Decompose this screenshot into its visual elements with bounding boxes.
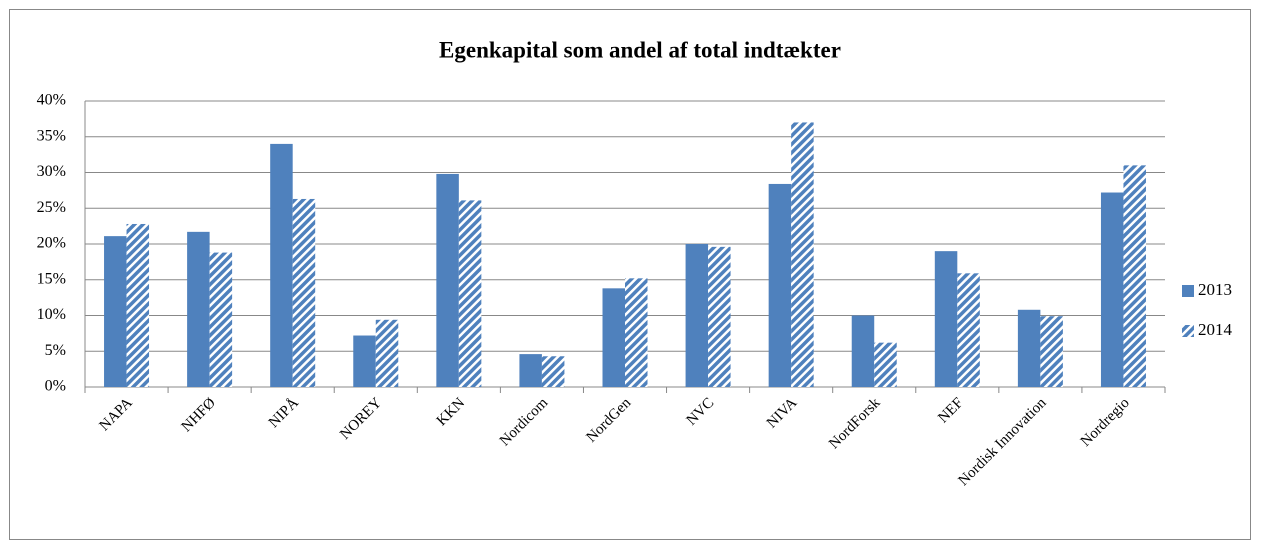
bar bbox=[436, 173, 459, 387]
bar bbox=[625, 278, 648, 387]
legend-label: 2014 bbox=[1198, 320, 1233, 339]
bar bbox=[126, 223, 150, 387]
y-tick-label: 30% bbox=[37, 163, 66, 180]
bar bbox=[768, 183, 792, 387]
bar bbox=[602, 288, 625, 387]
bar bbox=[270, 143, 293, 387]
legend-swatch bbox=[1182, 325, 1194, 337]
bar bbox=[375, 319, 399, 387]
y-tick-label: 40% bbox=[37, 92, 66, 109]
bar bbox=[104, 236, 127, 387]
bar bbox=[957, 273, 980, 387]
bar bbox=[209, 252, 233, 387]
bar bbox=[458, 200, 482, 387]
bar bbox=[541, 356, 565, 387]
legend-swatch bbox=[1182, 285, 1194, 297]
bar bbox=[851, 315, 875, 387]
bar bbox=[519, 354, 542, 387]
bar bbox=[1100, 192, 1124, 387]
bar bbox=[685, 244, 709, 387]
bar bbox=[353, 335, 376, 387]
bar bbox=[791, 122, 814, 387]
bar bbox=[187, 231, 210, 387]
legend-label: 2013 bbox=[1198, 280, 1232, 299]
bar bbox=[874, 342, 897, 387]
bar bbox=[1123, 165, 1146, 387]
y-tick-label: 25% bbox=[37, 199, 66, 216]
y-tick-label: 15% bbox=[37, 270, 66, 287]
bar bbox=[1040, 316, 1063, 387]
y-tick-label: 10% bbox=[37, 306, 66, 323]
y-tick-label: 20% bbox=[37, 235, 66, 252]
chart-title: Egenkapital som andel af total indtækter bbox=[439, 37, 841, 62]
bar bbox=[292, 198, 316, 387]
bar bbox=[1017, 309, 1041, 387]
y-tick-label: 35% bbox=[37, 127, 66, 144]
bar bbox=[934, 251, 958, 387]
bar bbox=[708, 246, 731, 387]
y-tick-label: 0% bbox=[45, 378, 66, 395]
y-tick-label: 5% bbox=[45, 342, 66, 359]
